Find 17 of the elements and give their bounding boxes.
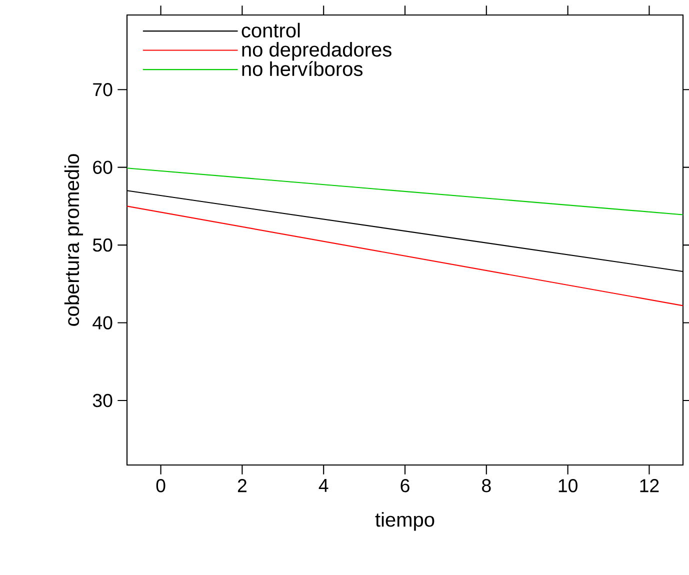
x-tick-label: 4 — [318, 479, 328, 492]
legend-label: control — [242, 22, 300, 38]
x-tick-label: 0 — [156, 479, 166, 492]
y-axis-title: cobertura promedio — [64, 154, 84, 326]
legend-label: no depredadores — [242, 42, 392, 61]
y-tick-label: 30 — [92, 394, 112, 408]
x-tick-label: 2 — [238, 479, 246, 492]
legend-label: no hervíboros — [242, 61, 362, 76]
x-tick-label: 8 — [482, 479, 491, 492]
x-axis-title: tiempo — [375, 512, 434, 531]
x-tick-label: 6 — [400, 479, 410, 492]
x-tick-label: 10 — [558, 479, 578, 492]
y-tick-label: 40 — [92, 316, 112, 330]
x-tick-label: 12 — [640, 479, 659, 492]
y-tick-label: 60 — [93, 160, 112, 174]
y-tick-label: 70 — [93, 82, 112, 96]
y-tick-label: 50 — [92, 238, 112, 252]
